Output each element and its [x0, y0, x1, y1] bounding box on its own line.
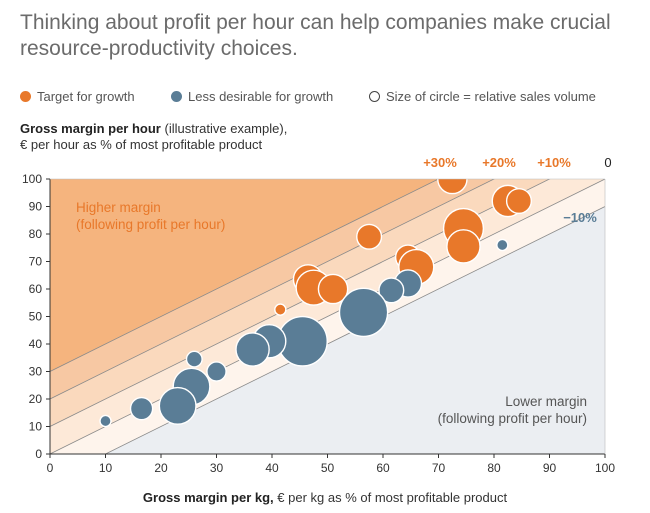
x-tick-label: 60 [376, 461, 390, 475]
less-desirable-bubble [129, 396, 154, 421]
outline-circle-icon [369, 91, 380, 102]
x-tick-label: 20 [154, 461, 168, 475]
y-axis-title: Gross margin per hour (illustrative exam… [20, 121, 287, 153]
x-tick-label: 40 [265, 461, 279, 475]
higher-margin-label: Higher margin [76, 200, 161, 215]
less-desirable-bubble [496, 238, 509, 252]
legend-item-growth: Target for growth [20, 89, 135, 104]
less-desirable-bubble [206, 361, 227, 382]
reference-line-label: +30% [423, 155, 457, 170]
x-axis-title-bold: Gross margin per kg, [142, 490, 274, 505]
legend-label-size: Size of circle = relative sales volume [386, 89, 596, 104]
headline: Thinking about profit per hour can help … [20, 11, 611, 60]
y-tick-label: 0 [35, 447, 42, 461]
orange-circle-icon [20, 91, 31, 102]
x-tick-label: 80 [487, 461, 501, 475]
legend-item-size: Size of circle = relative sales volume [369, 89, 596, 104]
less-desirable-bubble [158, 386, 197, 425]
x-tick-label: 100 [595, 461, 615, 475]
growth-bubble [274, 303, 287, 316]
less-desirable-bubble [378, 277, 405, 304]
x-tick-label: 50 [321, 461, 335, 475]
reference-line [50, 179, 495, 400]
x-axis-title-rest: € per kg as % of most profitable product [273, 490, 508, 505]
plot-area [50, 179, 605, 454]
less-desirable-bubble [235, 332, 270, 367]
x-tick-label: 30 [210, 461, 224, 475]
y-tick-label: 70 [29, 255, 43, 269]
legend-label-less: Less desirable for growth [188, 89, 334, 104]
less-desirable-bubble [99, 414, 112, 428]
y-tick-label: 60 [29, 282, 43, 296]
x-tick-label: 70 [432, 461, 446, 475]
lower-margin-sublabel: (following profit per hour) [438, 411, 587, 426]
y-tick-label: 100 [22, 172, 42, 186]
y-tick-label: 20 [29, 392, 43, 406]
y-tick-label: 50 [29, 310, 43, 324]
growth-bubble [505, 187, 533, 215]
legend: Target for growth Less desirable for gro… [20, 89, 640, 105]
y-axis-title-bold: Gross margin per hour [20, 121, 161, 136]
y-axis-title-rest: (illustrative example), [160, 121, 288, 136]
y-axis-title-line2: € per hour as % of most profitable produ… [20, 137, 263, 152]
growth-bubble [446, 229, 481, 264]
blue-circle-icon [171, 91, 182, 102]
reference-line-label: +10% [537, 155, 571, 170]
y-tick-label: 80 [29, 227, 43, 241]
lower-margin-label: Lower margin [505, 394, 587, 409]
y-tick-label: 90 [29, 200, 43, 214]
x-tick-label: 0 [47, 461, 54, 475]
higher-margin-sublabel: (following profit per hour) [76, 217, 225, 232]
reference-line-label: 0 [604, 155, 611, 170]
growth-bubble [317, 273, 349, 305]
legend-label-growth: Target for growth [37, 89, 135, 104]
y-tick-label: 10 [29, 420, 43, 434]
growth-bubble [356, 223, 383, 250]
x-axis-title: Gross margin per kg, € per kg as % of mo… [0, 490, 650, 505]
x-tick-label: 90 [543, 461, 557, 475]
less-desirable-bubble [338, 287, 389, 338]
reference-line-label: −10% [563, 210, 597, 225]
y-tick-label: 30 [29, 365, 43, 379]
y-tick-label: 40 [29, 337, 43, 351]
less-desirable-bubble [185, 350, 203, 368]
legend-item-less: Less desirable for growth [171, 89, 333, 104]
growth-bubble [437, 179, 468, 195]
reference-line [50, 179, 440, 372]
x-tick-label: 10 [99, 461, 113, 475]
reference-line-label: +20% [482, 155, 516, 170]
